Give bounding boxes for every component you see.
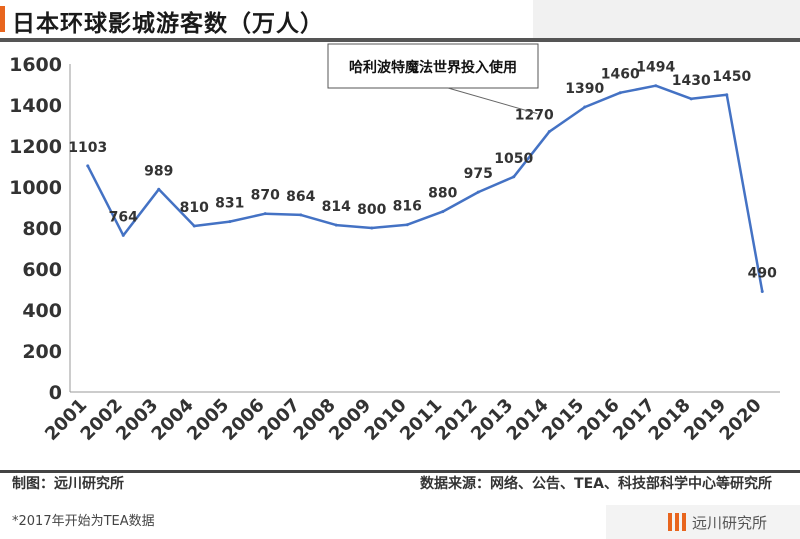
y-tick-label: 1200 bbox=[9, 136, 62, 158]
data-label: 1494 bbox=[636, 60, 675, 76]
data-point bbox=[441, 210, 445, 214]
brand-logo-icon bbox=[668, 513, 686, 531]
annotation-box bbox=[327, 43, 539, 89]
data-point bbox=[192, 224, 196, 228]
data-label: 870 bbox=[251, 188, 280, 204]
annotation-text: 哈利波特魔法世界投入使用 bbox=[349, 59, 517, 76]
data-point bbox=[760, 290, 764, 294]
y-tick-label: 800 bbox=[22, 218, 62, 240]
y-tick-label: 0 bbox=[49, 382, 62, 404]
brand-name: 远川研究所 bbox=[692, 514, 768, 532]
data-label: 764 bbox=[109, 209, 138, 225]
footer-source: 数据来源：网络、公告、TEA、科技部科学中心等研究所 bbox=[420, 476, 772, 492]
data-point bbox=[228, 220, 232, 224]
data-label: 1270 bbox=[515, 108, 554, 124]
data-point bbox=[263, 212, 267, 216]
data-label: 810 bbox=[180, 200, 209, 216]
data-point bbox=[654, 84, 658, 88]
data-label: 989 bbox=[144, 163, 173, 179]
data-point bbox=[299, 213, 303, 217]
data-label: 864 bbox=[286, 189, 315, 205]
footer-credit: 制图：远川研究所 bbox=[12, 476, 124, 492]
data-point bbox=[334, 223, 338, 227]
data-label: 1430 bbox=[672, 73, 711, 89]
data-label: 816 bbox=[393, 199, 422, 215]
data-point bbox=[583, 105, 587, 109]
data-label: 975 bbox=[464, 166, 493, 182]
y-tick-label: 1400 bbox=[9, 95, 62, 117]
data-point bbox=[547, 130, 551, 134]
data-label: 1460 bbox=[601, 67, 640, 83]
data-label: 490 bbox=[748, 266, 777, 282]
chart-frame: 0 200 400 600 800 1000 1200 1400 1600 2001 2002 200… bbox=[5, 42, 800, 470]
data-label: 880 bbox=[428, 186, 457, 202]
bottom-rule bbox=[0, 470, 800, 473]
x-tick-label: 2020 bbox=[716, 395, 766, 445]
chart: 0200400600800100012001400160020012002200… bbox=[9, 43, 780, 445]
data-point bbox=[476, 190, 480, 194]
data-point bbox=[618, 91, 622, 95]
data-point bbox=[157, 187, 161, 191]
data-label: 1050 bbox=[494, 151, 533, 167]
y-tick-label: 1600 bbox=[9, 54, 62, 76]
data-point bbox=[121, 233, 125, 237]
series-line bbox=[86, 84, 764, 292]
data-point bbox=[370, 226, 374, 230]
data-label: 831 bbox=[215, 196, 244, 212]
data-label: 814 bbox=[322, 199, 351, 215]
annotation-leader bbox=[447, 87, 538, 115]
title-accent bbox=[0, 6, 5, 32]
y-tick-label: 200 bbox=[22, 341, 62, 363]
y-tick-label: 400 bbox=[22, 300, 62, 322]
page-title: 日本环球影城游客数（万人） bbox=[12, 11, 324, 37]
data-point bbox=[725, 93, 729, 97]
footnote: *2017年开始为TEA数据 bbox=[12, 514, 155, 529]
data-label: 800 bbox=[357, 202, 386, 218]
y-tick-label: 600 bbox=[22, 259, 62, 281]
top-rule bbox=[0, 38, 800, 42]
data-label: 1390 bbox=[565, 81, 604, 97]
brand-box: 远川研究所 bbox=[606, 505, 800, 539]
title-bar: 日本环球影城游客数（万人） bbox=[0, 0, 533, 38]
data-point bbox=[512, 175, 516, 179]
y-tick-label: 1000 bbox=[9, 177, 62, 199]
header-band bbox=[533, 0, 800, 38]
data-point bbox=[689, 97, 693, 101]
data-point bbox=[405, 223, 409, 227]
data-label: 1450 bbox=[712, 69, 751, 85]
data-point bbox=[86, 164, 90, 168]
data-label: 1103 bbox=[68, 140, 107, 156]
